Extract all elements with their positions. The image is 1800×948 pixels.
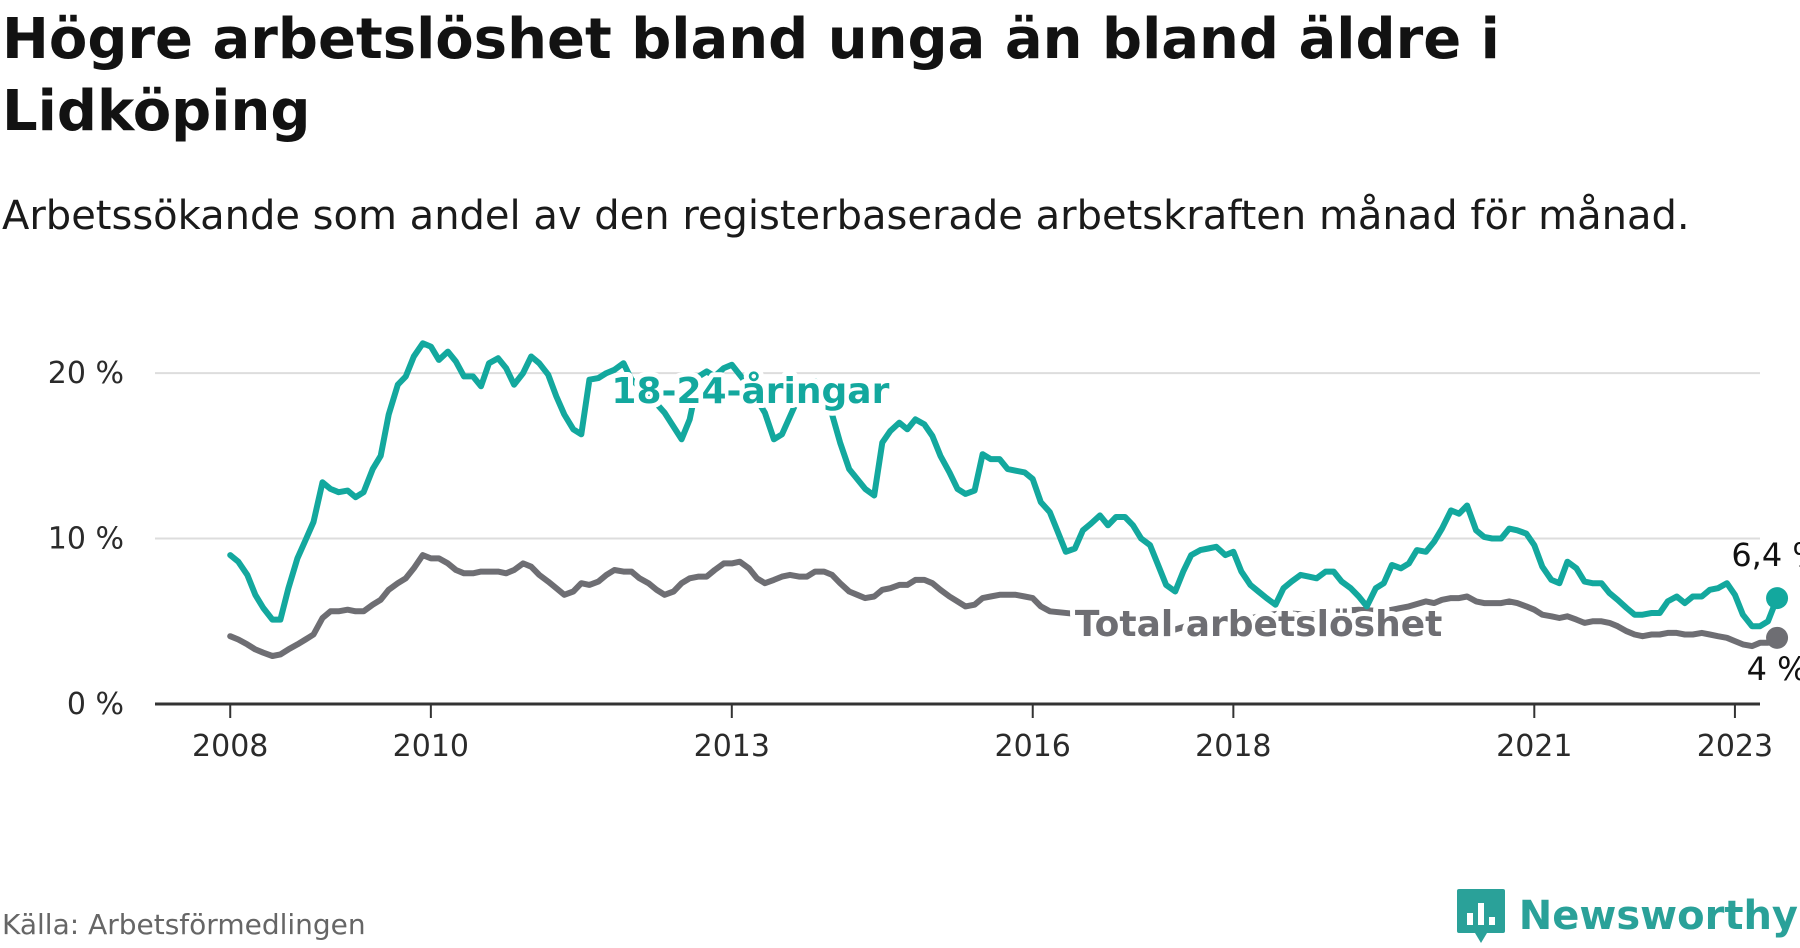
brand-name: Newsworthy (1518, 893, 1798, 939)
x-tick-label: 2010 (393, 729, 469, 764)
youth-series-line (227, 340, 1781, 630)
total-end-dot (1766, 626, 1789, 649)
y-tick-label: 10 % (48, 522, 124, 557)
y-tick-label: 0 % (67, 687, 124, 722)
total-end-value: 4 % (1747, 650, 1800, 688)
x-tick-label: 2021 (1496, 729, 1572, 764)
axes: 0 % 10 % 20 % 2008 2010 2013 2016 2018 2021 2023 (48, 356, 1773, 764)
brand-logo: Newsworthy (1455, 886, 1798, 946)
youth-end-value: 6,4 % (1731, 536, 1800, 574)
total-series-line (227, 552, 1781, 659)
chart-subtitle: Arbetssökande som andel av den registerb… (2, 193, 1690, 239)
x-tick-label: 2013 (694, 729, 770, 764)
x-tick-label: 2023 (1697, 729, 1773, 764)
chart-title: Högre arbetslöshet bland unga än bland ä… (2, 7, 1500, 144)
youth-end-dot (1766, 587, 1789, 610)
total-series-label: Total arbetslöshet (1075, 604, 1443, 645)
series-labels: 18-24-åringar Total arbetslöshet 6,4 % 4 % (606, 366, 1800, 688)
youth-series-label: 18-24-åringar (611, 371, 889, 412)
x-tick-label: 2018 (1195, 729, 1271, 764)
x-tick-label: 2008 (192, 729, 268, 764)
y-tick-label: 20 % (48, 356, 124, 391)
newsworthy-logo-icon (1456, 889, 1505, 943)
series-lines (227, 340, 1789, 659)
x-tick-label: 2016 (995, 729, 1071, 764)
source-note: Källa: Arbetsförmedlingen (2, 908, 366, 941)
